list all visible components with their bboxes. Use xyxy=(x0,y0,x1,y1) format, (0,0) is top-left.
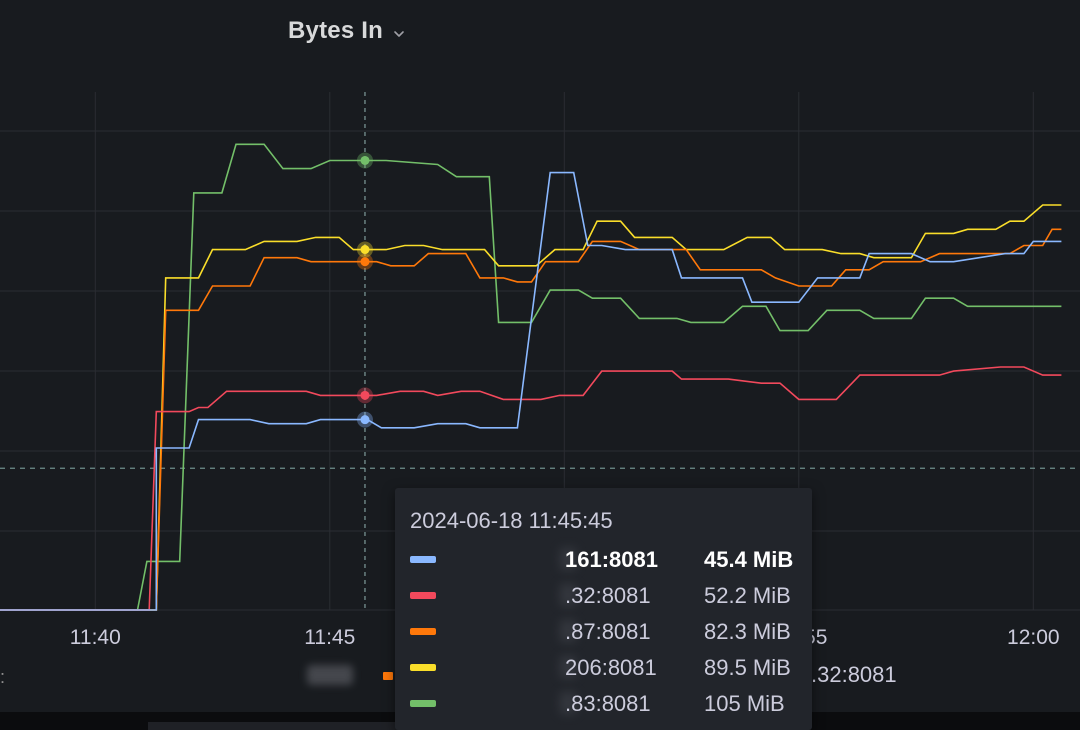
series-value: 89.5 MiB xyxy=(704,655,791,680)
tooltip-row: 206:8081 89.5 MiB xyxy=(410,652,797,688)
series-name: .32:8081 xyxy=(565,583,651,608)
panel-header[interactable]: Bytes In xyxy=(0,0,1080,62)
series-value: 45.4 MiB xyxy=(704,547,794,572)
series-name: .83:8081 xyxy=(565,691,651,716)
tooltip-row: .83:8081 105 MiB xyxy=(410,688,797,724)
redacted-host xyxy=(560,692,576,714)
series-value: 52.2 MiB xyxy=(704,583,791,608)
x-tick-label: 11:40 xyxy=(70,626,121,649)
horizontal-scrollbar[interactable] xyxy=(148,722,518,730)
tooltip-rows: 161:8081 45.4 MiB .32:8081 52.2 MiB .87:… xyxy=(410,544,797,724)
legend-swatch[interactable] xyxy=(383,672,393,680)
series-value: 82.3 MiB xyxy=(704,619,791,644)
x-tick-label: 11:45 xyxy=(304,626,355,649)
series-color-swatch xyxy=(410,556,436,563)
series-color-swatch xyxy=(410,628,436,635)
series-name: .87:8081 xyxy=(565,619,651,644)
series-name: 161:8081 xyxy=(565,547,658,572)
hover-point xyxy=(360,390,370,400)
hover-point xyxy=(360,155,370,165)
series-color-swatch xyxy=(410,664,436,671)
chevron-down-icon[interactable] xyxy=(393,28,405,40)
series-name: 206:8081 xyxy=(565,655,657,680)
hover-point xyxy=(360,415,370,425)
hover-point xyxy=(360,257,370,267)
legend-item-label[interactable]: .32:8081 xyxy=(811,662,897,687)
series-lines xyxy=(0,143,1062,611)
series-value: 105 MiB xyxy=(704,691,785,716)
tooltip-row: 161:8081 45.4 MiB xyxy=(410,544,797,580)
tooltip-row: .32:8081 52.2 MiB xyxy=(410,580,797,616)
hover-tooltip: 2024-06-18 11:45:45 161:8081 45.4 MiB .3… xyxy=(395,488,812,730)
x-tick-label: 12:00 xyxy=(1007,626,1060,649)
series-line-1 xyxy=(0,171,1062,611)
redacted-host xyxy=(560,620,576,642)
panel-title[interactable]: Bytes In xyxy=(288,17,383,44)
series-color-swatch xyxy=(410,592,436,599)
hover-points xyxy=(356,152,373,428)
legend-edge-mark: : xyxy=(0,667,6,687)
series-line-3 xyxy=(0,228,1062,611)
series-line-2 xyxy=(0,366,1062,611)
series-line-4 xyxy=(0,204,1062,611)
hover-point xyxy=(360,245,370,255)
legend-redacted-label xyxy=(307,665,353,685)
tooltip-timestamp: 2024-06-18 11:45:45 xyxy=(410,508,613,533)
tooltip-row: .87:8081 82.3 MiB xyxy=(410,616,797,652)
redacted-host xyxy=(560,548,576,570)
legend: : .32:8081 xyxy=(0,655,1080,695)
redacted-host xyxy=(560,584,576,606)
series-color-swatch xyxy=(410,700,436,707)
redacted-host xyxy=(560,656,576,678)
series-line-5 xyxy=(0,143,1062,611)
